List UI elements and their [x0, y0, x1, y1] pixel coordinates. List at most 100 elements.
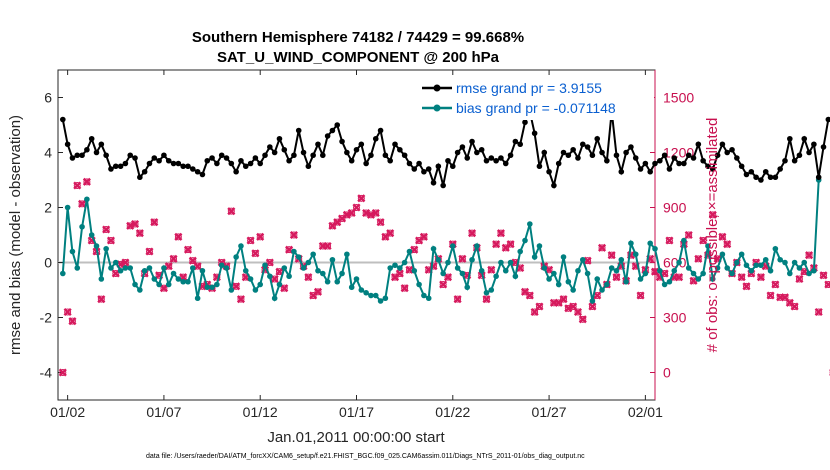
bias-point — [758, 262, 764, 269]
obs-assimilated-point — [814, 307, 823, 317]
obs-possible-point — [112, 270, 120, 277]
bias-point — [777, 256, 783, 263]
rmse-point — [502, 160, 509, 167]
bias-point — [156, 281, 162, 288]
rmse-point — [132, 155, 138, 161]
rmse-point — [469, 138, 475, 145]
rmse-point — [454, 149, 461, 156]
obs-possible-point — [78, 200, 86, 208]
obs-possible-point — [482, 295, 490, 303]
bias-point — [69, 248, 76, 255]
legend-box — [418, 78, 654, 120]
obs-possible-point — [820, 271, 828, 279]
obs-assimilated-point — [723, 240, 732, 249]
obs-possible-point — [694, 255, 702, 263]
bias-point — [498, 259, 504, 266]
bias-point — [430, 245, 437, 252]
obs-possible-point — [507, 240, 515, 248]
bias-point — [748, 267, 755, 274]
obs-assimilated-point — [607, 251, 616, 260]
obs-possible-point — [521, 288, 529, 296]
bias-point — [738, 251, 745, 258]
bias-point — [729, 270, 735, 277]
rmse-point — [291, 152, 297, 159]
obs-assimilated-point — [684, 230, 693, 240]
rmse-point — [310, 152, 316, 159]
bias-point — [60, 270, 66, 277]
obs-possible-point — [781, 293, 789, 301]
x-tick-label: 02/01 — [628, 404, 663, 420]
rmse-point — [353, 146, 360, 153]
rmse-point — [397, 146, 403, 153]
obs-possible-point — [357, 194, 365, 202]
rmse-point — [536, 163, 543, 170]
bias-point — [719, 251, 726, 258]
bias-point — [127, 265, 134, 271]
obs-possible-point — [805, 251, 813, 259]
obs-possible-point — [97, 295, 105, 303]
rmse-point — [599, 149, 605, 156]
bias-point — [743, 262, 750, 269]
x-tick-label: 01/22 — [435, 404, 470, 420]
bias-point — [204, 284, 211, 291]
rmse-point — [324, 133, 331, 139]
bias-point — [584, 270, 591, 277]
rmse-point — [560, 149, 567, 156]
bias-point — [228, 287, 235, 293]
rmse-point — [69, 155, 76, 161]
bias-point — [339, 270, 345, 277]
rmse-point — [478, 146, 485, 153]
obs-possible-point — [439, 281, 447, 288]
bias-point — [478, 267, 485, 274]
obs-assimilated-point — [593, 291, 602, 300]
rmse-point — [358, 141, 365, 148]
obs-possible-point — [68, 317, 76, 325]
rmse-point — [815, 174, 822, 181]
obs-assimilated-point — [126, 221, 135, 230]
bias-point — [796, 265, 803, 271]
bias-point — [329, 256, 336, 263]
rmse-point — [262, 152, 268, 159]
obs-assimilated-point — [564, 304, 573, 313]
obs-possible-point — [444, 273, 452, 281]
bias-point — [628, 240, 634, 247]
bias-point — [132, 281, 138, 288]
bias-point — [137, 287, 143, 293]
obs-assimilated-point — [304, 273, 313, 282]
obs-assimilated-point — [771, 280, 780, 289]
obs-possible-point — [767, 292, 775, 299]
obs-possible-point — [83, 178, 91, 186]
obs-possible-point — [771, 281, 779, 288]
bias-point — [281, 265, 288, 271]
rmse-point — [637, 166, 644, 172]
legend-bias-label: bias grand pr = -0.071148 — [456, 100, 616, 116]
y-left-tick-label: 0 — [44, 255, 52, 271]
x-tick-label: 01/27 — [532, 404, 567, 420]
obs-assimilated-point — [405, 265, 414, 274]
rmse-point — [570, 146, 576, 153]
bias-point — [112, 259, 119, 266]
obs-possible-point — [728, 270, 736, 277]
obs-possible-point — [391, 273, 399, 281]
bias-point — [257, 281, 264, 288]
obs-assimilated-point — [232, 282, 241, 291]
rmse-point — [305, 163, 312, 170]
obs-assimilated-point — [97, 295, 106, 304]
rmse-point — [180, 163, 186, 170]
obs-possible-point — [386, 229, 394, 237]
x-tick-label: 01/17 — [339, 404, 374, 420]
bias-series — [60, 177, 822, 304]
bias-point — [377, 298, 384, 304]
obs-assimilated-point — [102, 225, 111, 234]
rmse-point — [156, 157, 162, 164]
rmse-point — [772, 174, 779, 181]
rmse-point — [377, 127, 384, 134]
obs-possible-point — [598, 244, 606, 252]
plot-frame — [57, 69, 656, 401]
bias-point — [512, 273, 519, 280]
rmse-point — [445, 157, 451, 164]
bias-point — [262, 262, 268, 269]
bias-point — [762, 256, 769, 263]
bias-point — [767, 267, 774, 274]
bias-point — [435, 256, 442, 263]
